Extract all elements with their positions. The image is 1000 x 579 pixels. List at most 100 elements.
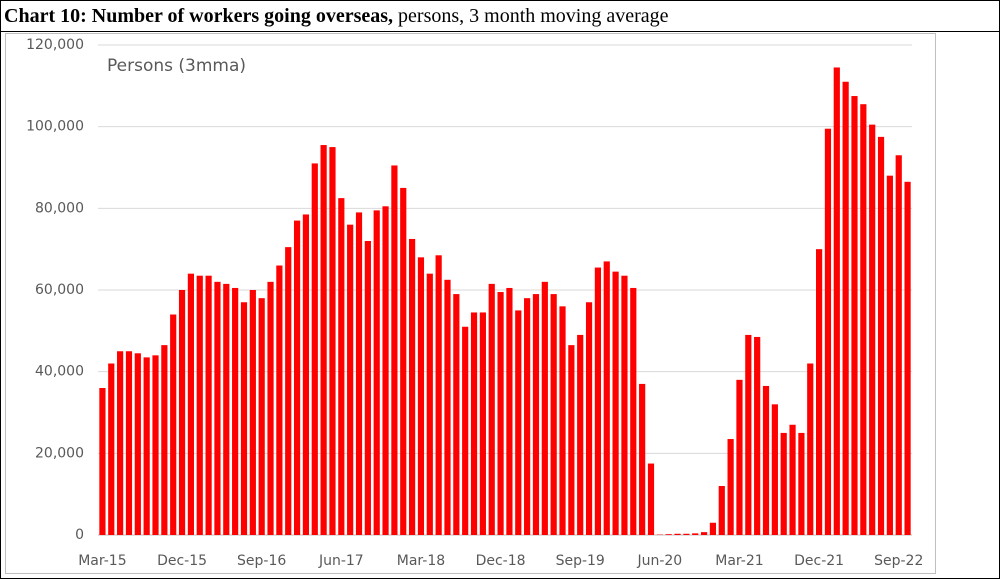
- bar: [196, 275, 203, 535]
- bar: [842, 81, 849, 535]
- bar: [524, 298, 531, 535]
- bar: [612, 271, 619, 535]
- bar: [532, 294, 540, 535]
- x-tick-label: Jun-17: [318, 553, 364, 569]
- bar: [417, 257, 425, 535]
- bar: [674, 533, 681, 535]
- bar: [108, 363, 115, 535]
- bar: [577, 334, 584, 535]
- x-tick-label: Mar-18: [397, 553, 445, 569]
- bar: [444, 279, 451, 535]
- bar: [506, 287, 513, 535]
- bar: [630, 287, 637, 535]
- chart-border: [5, 33, 936, 574]
- bar: [515, 310, 522, 535]
- bar: [134, 353, 141, 535]
- y-tick-label: 120,000: [26, 37, 84, 53]
- bar: [347, 224, 354, 535]
- bar: [143, 357, 150, 535]
- bar: [647, 463, 655, 535]
- bar: [833, 67, 840, 535]
- bar: [232, 287, 239, 535]
- bar: [373, 210, 380, 535]
- bar: [338, 198, 345, 535]
- bar: [639, 383, 646, 535]
- bar: [409, 238, 416, 536]
- bar: [754, 336, 761, 535]
- bar: [692, 533, 699, 535]
- bar: [603, 261, 610, 535]
- bar: [426, 273, 433, 535]
- bar: [683, 533, 690, 535]
- bar: [364, 241, 371, 535]
- x-tick-label: Sep-22: [874, 553, 923, 569]
- bar: [771, 404, 778, 535]
- bar: [816, 249, 823, 535]
- bar: [541, 281, 548, 535]
- x-tick-label: Jun-20: [636, 553, 682, 569]
- chart-title: Chart 10: Number of workers going overse…: [4, 5, 393, 27]
- bar: [851, 96, 858, 536]
- bar: [205, 275, 212, 535]
- bar: [276, 265, 283, 535]
- bar: [285, 247, 292, 535]
- bar: [585, 302, 593, 535]
- bar: [488, 283, 495, 535]
- bar: [311, 163, 318, 535]
- bar: [904, 181, 911, 535]
- bar: [178, 290, 186, 535]
- bar: [550, 294, 557, 535]
- bar: [125, 351, 133, 535]
- bar: [780, 432, 787, 535]
- bar: [223, 283, 230, 535]
- bar: [249, 290, 256, 535]
- bar: [293, 220, 301, 536]
- bar: [302, 214, 310, 536]
- bar: [435, 255, 442, 535]
- bar: [240, 302, 248, 535]
- y-tick-label: 40,000: [35, 364, 84, 380]
- bar: [99, 388, 106, 535]
- chart-title-group: Chart 10: Number of workers going overse…: [4, 5, 669, 27]
- bar: [594, 267, 601, 535]
- bar: [736, 379, 743, 535]
- bar: [762, 385, 770, 535]
- annotation: Persons (3mma): [107, 56, 246, 76]
- bar: [479, 312, 486, 535]
- bar: [214, 281, 221, 535]
- bar: [718, 486, 725, 535]
- bar: [391, 165, 398, 536]
- x-tick-label: Mar-21: [715, 553, 763, 569]
- bar: [258, 298, 265, 535]
- bar: [727, 439, 734, 535]
- y-tick-label: 80,000: [35, 200, 84, 216]
- bar: [789, 424, 796, 535]
- bar: [267, 281, 274, 535]
- x-tick-label: Sep-19: [556, 553, 605, 569]
- bar: [869, 124, 876, 535]
- bar: [798, 432, 805, 535]
- bar: [665, 534, 672, 535]
- bar: [382, 206, 389, 535]
- y-tick-label: 100,000: [26, 119, 84, 135]
- bar: [470, 312, 478, 535]
- bar: [400, 187, 407, 535]
- x-tick-label: Sep-16: [237, 553, 286, 569]
- bar: [152, 355, 159, 535]
- chart-subtitle: persons, 3 month moving average: [398, 5, 669, 27]
- bar: [621, 275, 628, 535]
- bar: [117, 351, 124, 535]
- bar: [462, 326, 469, 535]
- bar: [170, 314, 177, 535]
- bar: [329, 147, 336, 536]
- bar: [355, 212, 363, 535]
- bar: [559, 306, 566, 535]
- bar: [320, 145, 327, 535]
- y-tick-label: 0: [75, 527, 84, 543]
- y-tick-label: 60,000: [35, 282, 84, 298]
- bar: [568, 345, 575, 535]
- bar: [877, 136, 885, 535]
- y-tick-label: 20,000: [35, 445, 84, 461]
- x-tick-label: Dec-21: [794, 553, 844, 569]
